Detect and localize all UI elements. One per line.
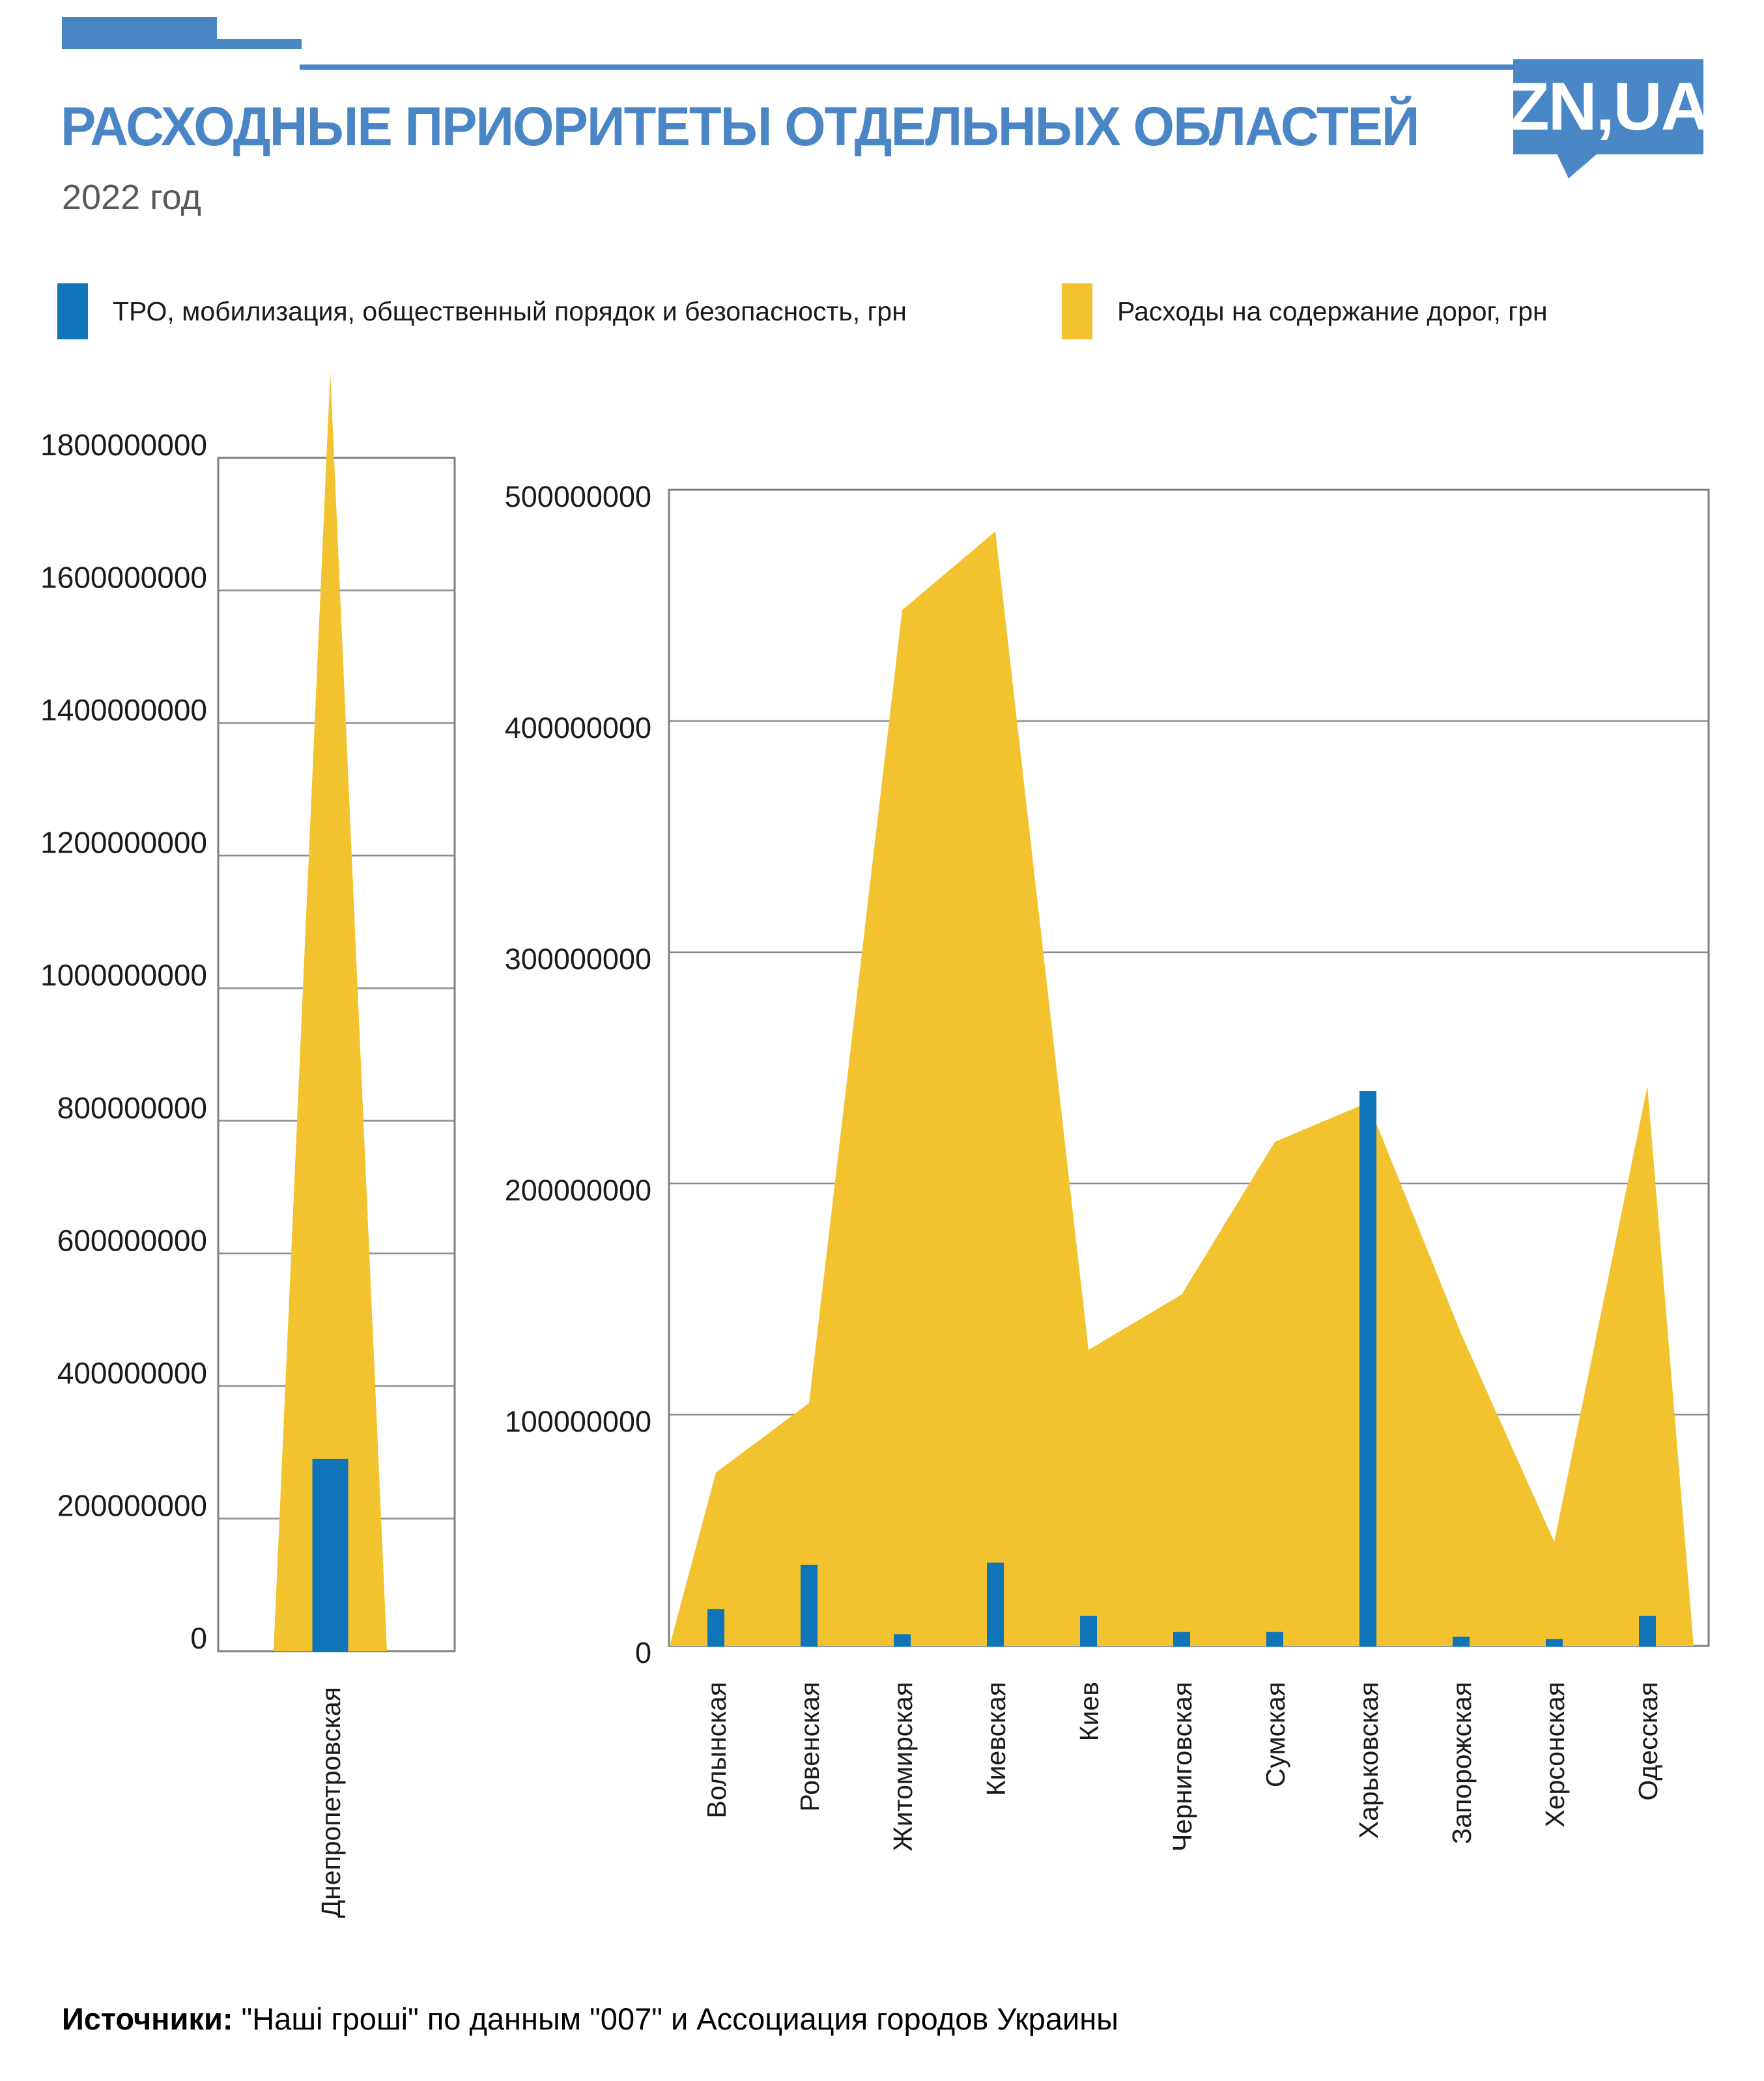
chart-regions: 0 100000000 200000000 300000000 400000000 500… bbox=[505, 480, 1710, 1852]
tro-bar bbox=[707, 1609, 724, 1647]
y-tick-label: 400000000 bbox=[505, 711, 651, 744]
tro-bar bbox=[801, 1564, 818, 1647]
legend-swatch-roads-icon bbox=[1062, 283, 1092, 339]
tro-bar bbox=[1546, 1639, 1563, 1647]
znua-logo-tail bbox=[1557, 154, 1597, 178]
znua-logo: ZN,UA bbox=[1508, 59, 1710, 154]
header-accent-tab bbox=[217, 39, 302, 49]
source-prefix: Источники: bbox=[62, 2002, 233, 2036]
y-tick-label: 1600000000 bbox=[40, 561, 207, 595]
header-accent-block bbox=[62, 17, 217, 49]
page-title: РАСХОДНЫЕ ПРИОРИТЕТЫ ОТДЕЛЬНЫХ ОБЛАСТЕЙ bbox=[61, 96, 1420, 157]
tro-bar bbox=[1173, 1632, 1190, 1647]
y-tick-label: 400000000 bbox=[57, 1356, 207, 1390]
x-category-label: Киевская bbox=[981, 1682, 1011, 1796]
x-category-label: Ровенская bbox=[795, 1682, 825, 1811]
znua-logo-text: ZN,UA bbox=[1508, 68, 1710, 145]
y-tick-label: 800000000 bbox=[57, 1091, 207, 1125]
y-tick-label: 300000000 bbox=[505, 942, 651, 976]
tro-bar bbox=[987, 1563, 1004, 1647]
y-tick-label: 1000000000 bbox=[40, 958, 207, 992]
y-tick-label: 500000000 bbox=[505, 480, 651, 513]
x-category-label: Черниговская bbox=[1167, 1682, 1197, 1852]
y-tick-label: 600000000 bbox=[57, 1223, 207, 1257]
y-tick-label: 100000000 bbox=[505, 1405, 651, 1438]
x-category-label: Херсонская bbox=[1540, 1682, 1570, 1828]
x-category-label: Запорожская bbox=[1447, 1682, 1477, 1844]
y-tick-label: 200000000 bbox=[57, 1488, 207, 1522]
x-category-label: Харьковская bbox=[1354, 1682, 1384, 1839]
legend-item-tro: ТРО, мобилизация, общественный порядок и… bbox=[57, 283, 907, 339]
y-tick-label: 0 bbox=[190, 1621, 207, 1655]
x-category-label: Сумская bbox=[1260, 1682, 1290, 1787]
roads-area bbox=[274, 371, 387, 1651]
header-rule bbox=[300, 64, 1521, 70]
page-subtitle: 2022 год bbox=[62, 178, 201, 217]
tro-bar bbox=[894, 1634, 911, 1647]
y-tick-label: 1400000000 bbox=[40, 693, 207, 727]
legend-swatch-tro-icon bbox=[57, 283, 88, 339]
tro-bar bbox=[1639, 1615, 1656, 1647]
tro-bar bbox=[1453, 1636, 1470, 1647]
y-tick-label: 1800000000 bbox=[40, 428, 207, 462]
x-category-label: Одесская bbox=[1633, 1682, 1663, 1801]
y-tick-label: 1200000000 bbox=[40, 826, 207, 860]
x-category-label: Днепропетровская bbox=[316, 1687, 346, 1918]
legend-item-roads: Расходы на содержание дорог, грн bbox=[1062, 283, 1548, 339]
y-tick-label: 200000000 bbox=[505, 1174, 651, 1207]
source-text: "Наші гроші" по данным "007" и Ассоциаци… bbox=[233, 2002, 1118, 2036]
x-category-label: Житомирская bbox=[888, 1682, 918, 1851]
x-category-label: Волынская bbox=[702, 1682, 732, 1819]
source-line: Источники: "Наші гроші" по данным "007" … bbox=[62, 2001, 1690, 2037]
x-category-label: Киев bbox=[1074, 1682, 1104, 1741]
roads-area bbox=[670, 531, 1694, 1646]
y-tick-label: 0 bbox=[635, 1636, 651, 1669]
chart-dnipropetrovska: 0 200000000 400000000 600000000 800000000 100… bbox=[40, 371, 456, 1918]
tro-bar bbox=[1080, 1615, 1097, 1647]
tro-bar bbox=[312, 1458, 349, 1652]
legend-label-tro: ТРО, мобилизация, общественный порядок и… bbox=[113, 296, 907, 326]
legend-label-roads: Расходы на содержание дорог, грн bbox=[1117, 296, 1548, 326]
tro-bar bbox=[1359, 1091, 1376, 1647]
tro-bar bbox=[1266, 1632, 1283, 1647]
